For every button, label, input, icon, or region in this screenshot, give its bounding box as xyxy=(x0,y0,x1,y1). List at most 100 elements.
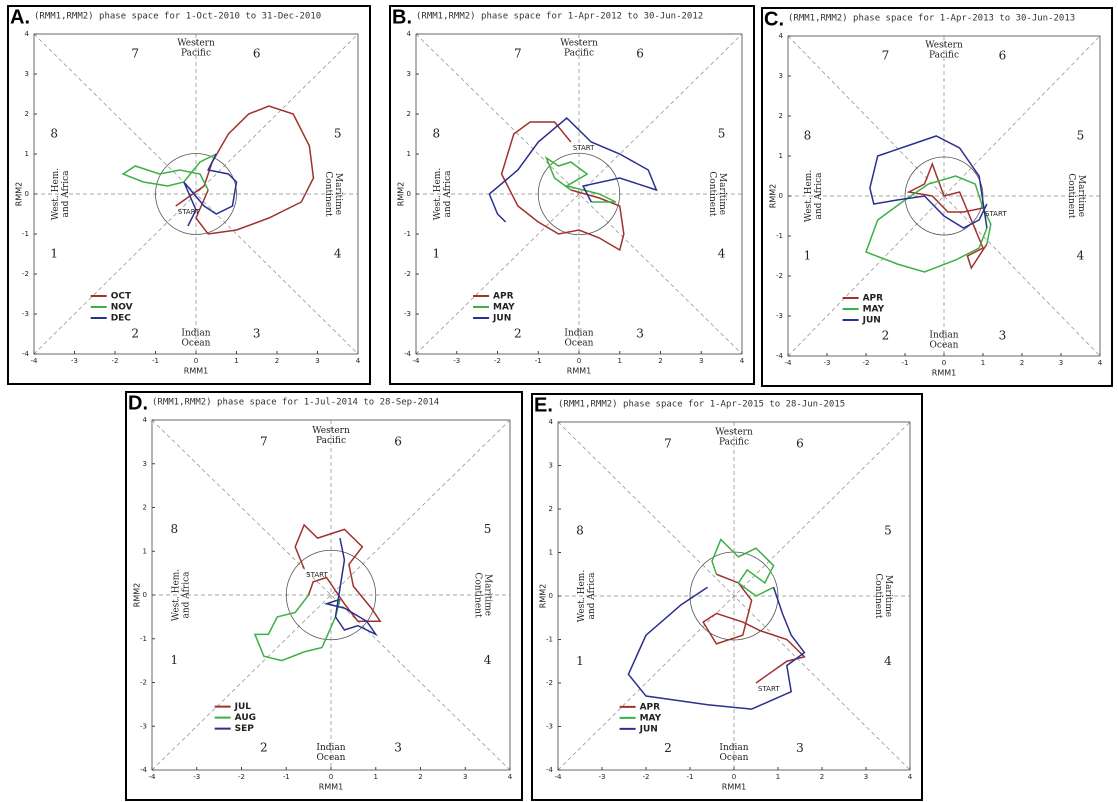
y-tick-label: 4 xyxy=(25,30,30,38)
panel-label: D. xyxy=(128,392,148,414)
start-label: START xyxy=(178,208,200,216)
phase-label: 6 xyxy=(636,47,644,61)
phase-label: 5 xyxy=(884,523,892,537)
panel-label: C. xyxy=(764,8,784,30)
region-label: and Africa xyxy=(61,170,71,218)
y-tick-label: 2 xyxy=(549,505,553,513)
region-label: West. Hem. xyxy=(577,570,587,623)
panel: C. (RMM1,RMM2) phase space for 1-Apr-2013… xyxy=(761,7,1113,387)
x-axis-label: RMM1 xyxy=(932,369,956,378)
y-tick-label: 2 xyxy=(143,504,147,512)
x-tick-label: -2 xyxy=(494,357,501,365)
trajectory xyxy=(323,537,378,637)
phase-label: 5 xyxy=(484,522,492,536)
phase-label: 2 xyxy=(882,329,890,343)
start-label: START xyxy=(985,210,1007,218)
x-tick-label: 2 xyxy=(1020,359,1024,367)
y-tick-label: -4 xyxy=(776,352,784,360)
legend-label: APR xyxy=(493,292,514,302)
x-tick-label: -4 xyxy=(785,359,793,367)
legend-label: DEC xyxy=(111,314,132,324)
region-label: Maritime xyxy=(483,574,493,616)
x-tick-label: 1 xyxy=(234,357,238,365)
x-tick-label: 0 xyxy=(194,357,198,365)
trajectory xyxy=(294,523,382,622)
phase-label: 8 xyxy=(171,522,179,536)
x-tick-label: 0 xyxy=(329,773,333,781)
trajectory xyxy=(121,153,217,191)
x-tick-label: 0 xyxy=(942,359,946,367)
x-tick-label: 3 xyxy=(1059,359,1063,367)
x-tick-label: -4 xyxy=(413,357,421,365)
y-tick-label: -4 xyxy=(22,350,30,358)
x-tick-label: -3 xyxy=(453,357,460,365)
panel-label: B. xyxy=(392,6,412,28)
region-label: Indian xyxy=(929,331,958,341)
y-tick-label: -4 xyxy=(546,766,554,774)
region-label: Pacific xyxy=(719,438,749,448)
region-label: and Africa xyxy=(814,172,824,220)
trajectory xyxy=(500,121,625,252)
phase-label: 1 xyxy=(576,654,584,668)
panel-label: E. xyxy=(534,394,553,416)
legend-label: JUN xyxy=(492,314,511,324)
legend-label: MAY xyxy=(640,713,662,723)
x-axis-label: RMM1 xyxy=(184,367,208,376)
chart-title: (RMM1,RMM2) phase space for 1-Jul-2014 t… xyxy=(152,398,439,408)
y-tick-label: 0 xyxy=(779,192,783,200)
y-tick-label: -3 xyxy=(776,312,783,320)
panel: A. (RMM1,RMM2) phase space for 1-Oct-2010… xyxy=(7,5,371,385)
y-tick-label: 2 xyxy=(25,110,29,118)
region-label: Ocean xyxy=(930,341,959,351)
trajectory xyxy=(906,161,988,270)
x-tick-label: 0 xyxy=(577,357,581,365)
y-axis-label: RMM2 xyxy=(539,584,548,608)
phase-label: 8 xyxy=(433,127,441,141)
panel: E. (RMM1,RMM2) phase space for 1-Apr-2015… xyxy=(531,393,923,801)
region-label: Indian xyxy=(564,329,593,339)
y-tick-label: -1 xyxy=(776,232,783,240)
trajectory xyxy=(544,156,617,203)
region-label: Maritime xyxy=(883,575,893,617)
y-tick-label: -1 xyxy=(140,635,147,643)
unit-circle xyxy=(537,152,621,236)
phase-label: 6 xyxy=(253,47,261,61)
y-tick-label: 0 xyxy=(549,592,553,600)
y-tick-label: -2 xyxy=(546,679,553,687)
region-label: West. Hem. xyxy=(433,168,443,221)
x-tick-label: -1 xyxy=(152,357,159,365)
panel-frame xyxy=(389,5,755,385)
trajectory xyxy=(627,586,806,710)
phase-label: 4 xyxy=(484,653,492,667)
x-tick-label: -1 xyxy=(687,773,694,781)
region-label: Indian xyxy=(181,329,210,339)
phase-label: 5 xyxy=(1077,129,1085,143)
y-tick-label: -2 xyxy=(140,679,147,687)
y-tick-label: -1 xyxy=(404,230,411,238)
y-axis-label: RMM2 xyxy=(133,583,142,607)
y-tick-label: 0 xyxy=(407,190,411,198)
y-tick-label: 3 xyxy=(407,70,411,78)
x-tick-label: 2 xyxy=(275,357,279,365)
x-axis-label: RMM1 xyxy=(319,783,343,792)
region-label: and Africa xyxy=(587,572,597,620)
x-tick-label: 2 xyxy=(820,773,824,781)
region-label: Ocean xyxy=(720,753,749,763)
legend-label: JUN xyxy=(862,316,881,326)
x-tick-label: -2 xyxy=(863,359,870,367)
y-axis-label: RMM2 xyxy=(397,182,406,206)
diagonal xyxy=(415,33,743,355)
panel-frame xyxy=(125,391,523,801)
phase-label: 7 xyxy=(131,47,139,61)
region-label: Ocean xyxy=(182,339,211,349)
region-label: Pacific xyxy=(929,51,959,61)
region-label: West. Hem. xyxy=(804,170,814,223)
phase-label: 2 xyxy=(260,741,268,755)
region-label: Maritime xyxy=(333,173,343,215)
phase-label: 8 xyxy=(50,127,58,141)
y-tick-label: 4 xyxy=(779,32,784,40)
region-label: Ocean xyxy=(565,339,594,349)
y-tick-label: 0 xyxy=(25,190,29,198)
y-tick-label: -3 xyxy=(546,723,553,731)
